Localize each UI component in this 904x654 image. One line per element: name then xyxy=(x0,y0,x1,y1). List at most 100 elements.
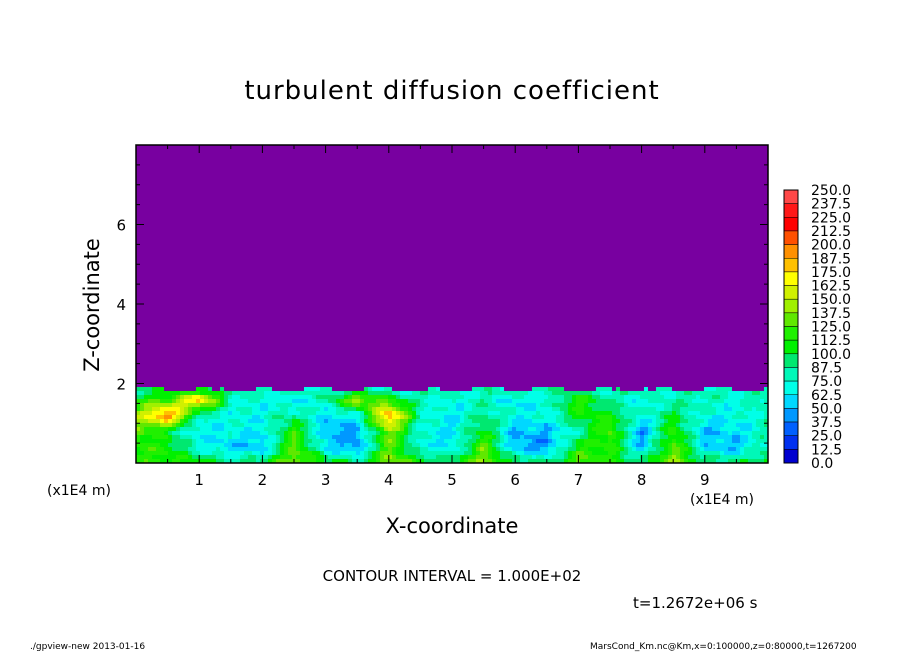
heatmap-cell xyxy=(344,427,348,431)
heatmap-cell xyxy=(356,415,360,419)
heatmap-cell xyxy=(536,407,540,411)
heatmap-cell xyxy=(692,399,696,403)
heatmap-cell xyxy=(152,407,156,411)
heatmap-cell xyxy=(516,411,520,415)
heatmap-cell xyxy=(436,395,440,399)
heatmap-cell xyxy=(396,403,400,407)
heatmap-cell xyxy=(716,443,720,447)
heatmap-cell xyxy=(508,395,512,399)
heatmap-cell xyxy=(552,399,556,403)
heatmap-cell xyxy=(448,439,452,443)
heatmap-cell xyxy=(372,431,376,435)
heatmap-cell xyxy=(452,455,456,459)
heatmap-cell xyxy=(284,439,288,443)
heatmap-cell xyxy=(684,399,688,403)
heatmap-cell xyxy=(560,431,564,435)
heatmap-cell xyxy=(412,423,416,427)
heatmap-cell xyxy=(616,427,620,431)
heatmap-cell xyxy=(340,423,344,427)
heatmap-cell xyxy=(728,431,732,435)
heatmap-cell xyxy=(376,411,380,415)
heatmap-cell xyxy=(580,407,584,411)
heatmap-cell xyxy=(480,443,484,447)
heatmap-cell xyxy=(552,395,556,399)
heatmap-cell xyxy=(500,459,504,463)
heatmap-cell xyxy=(148,447,152,451)
heatmap-cell xyxy=(272,399,276,403)
heatmap-cell xyxy=(268,459,272,463)
heatmap-cell xyxy=(452,451,456,455)
heatmap-cell xyxy=(712,439,716,443)
heatmap-cell xyxy=(680,427,684,431)
heatmap-cell xyxy=(300,399,304,403)
heatmap-cell xyxy=(540,435,544,439)
heatmap-cell xyxy=(556,427,560,431)
colorbar-label: 0.0 xyxy=(811,456,833,472)
heatmap-cell xyxy=(652,427,656,431)
heatmap-cell xyxy=(460,411,464,415)
heatmap-cell xyxy=(156,451,160,455)
heatmap-cell xyxy=(320,451,324,455)
heatmap-cell xyxy=(488,399,492,403)
heatmap-cell xyxy=(356,423,360,427)
heatmap-cell xyxy=(392,419,396,423)
heatmap-cell xyxy=(216,403,220,407)
heatmap-cell xyxy=(384,439,388,443)
heatmap-cell xyxy=(380,451,384,455)
heatmap-cell xyxy=(236,419,240,423)
heatmap-cell xyxy=(596,431,600,435)
heatmap-cell xyxy=(344,455,348,459)
heatmap-cell xyxy=(148,455,152,459)
heatmap-cell xyxy=(224,423,228,427)
heatmap-cell xyxy=(308,391,312,395)
heatmap-cell xyxy=(588,423,592,427)
heatmap-cell xyxy=(220,387,224,391)
heatmap-cell xyxy=(644,391,648,395)
heatmap-cell xyxy=(380,419,384,423)
heatmap-cell xyxy=(760,443,764,447)
heatmap-cell xyxy=(280,427,284,431)
heatmap-cell xyxy=(284,443,288,447)
heatmap-cell xyxy=(296,443,300,447)
heatmap-cell xyxy=(472,395,476,399)
heatmap-cell xyxy=(356,447,360,451)
heatmap-cell xyxy=(320,447,324,451)
heatmap-cell xyxy=(676,411,680,415)
heatmap-cell xyxy=(368,427,372,431)
x-tick-label: 2 xyxy=(258,471,268,489)
heatmap-cell xyxy=(604,443,608,447)
heatmap-cell xyxy=(760,411,764,415)
heatmap-cell xyxy=(160,411,164,415)
heatmap-cell xyxy=(508,419,512,423)
heatmap-cell xyxy=(360,407,364,411)
heatmap-cell xyxy=(580,451,584,455)
heatmap-cell xyxy=(484,415,488,419)
heatmap-cell xyxy=(144,411,148,415)
heatmap-cell xyxy=(648,443,652,447)
heatmap-cell xyxy=(516,415,520,419)
heatmap-cell xyxy=(668,407,672,411)
heatmap-cell xyxy=(136,407,140,411)
heatmap-cell xyxy=(544,395,548,399)
heatmap-cell xyxy=(380,439,384,443)
heatmap-cell xyxy=(592,411,596,415)
heatmap-cell xyxy=(480,431,484,435)
heatmap-cell xyxy=(244,459,248,463)
heatmap-cell xyxy=(292,439,296,443)
heatmap-cell xyxy=(552,459,556,463)
heatmap-cell xyxy=(328,455,332,459)
heatmap-cell xyxy=(480,435,484,439)
heatmap-cell xyxy=(340,427,344,431)
heatmap-cell xyxy=(420,415,424,419)
heatmap-cell xyxy=(668,439,672,443)
heatmap-cell xyxy=(580,431,584,435)
heatmap-cell xyxy=(396,423,400,427)
heatmap-cell xyxy=(548,395,552,399)
heatmap-cell xyxy=(196,451,200,455)
heatmap-cell xyxy=(436,435,440,439)
heatmap-cell xyxy=(268,415,272,419)
heatmap-cell xyxy=(356,455,360,459)
heatmap-cell xyxy=(396,439,400,443)
heatmap-cell xyxy=(220,439,224,443)
heatmap-cell xyxy=(260,435,264,439)
